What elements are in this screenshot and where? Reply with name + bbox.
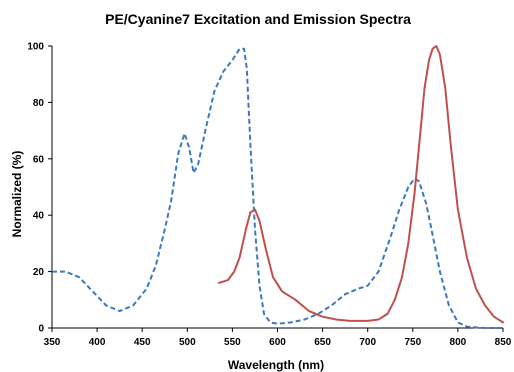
x-tick-label: 700 [359,337,376,348]
x-tick-label: 800 [450,337,467,348]
x-tick-label: 500 [179,337,196,348]
x-tick-label: 850 [495,337,512,348]
x-tick-label: 450 [134,337,151,348]
x-axis-label: Wavelength (nm) [228,358,324,372]
y-tick-label: 80 [33,98,45,109]
y-tick-label: 100 [27,42,44,53]
y-tick-label: 20 [33,267,45,278]
plot-area: 350 400 450 500 550 600 650 700 750 800 850 0 20 40 60… [27,42,511,349]
x-tick-label: 600 [269,337,286,348]
x-tick-label: 550 [224,337,241,348]
emission-series-line [217,45,504,324]
y-tick-label: 0 [38,324,44,335]
excitation-series-line [52,47,503,329]
y-axis-label: Normalized (%) [10,151,24,238]
x-tick-label: 400 [89,337,106,348]
y-tick-label: 40 [33,211,45,222]
y-tick-label: 60 [33,154,45,165]
x-tick-label: 350 [44,337,61,348]
x-tick-label: 650 [314,337,331,348]
chart-title: PE/Cyanine7 Excitation and Emission Spec… [105,11,411,27]
x-tick-label: 750 [404,337,421,348]
